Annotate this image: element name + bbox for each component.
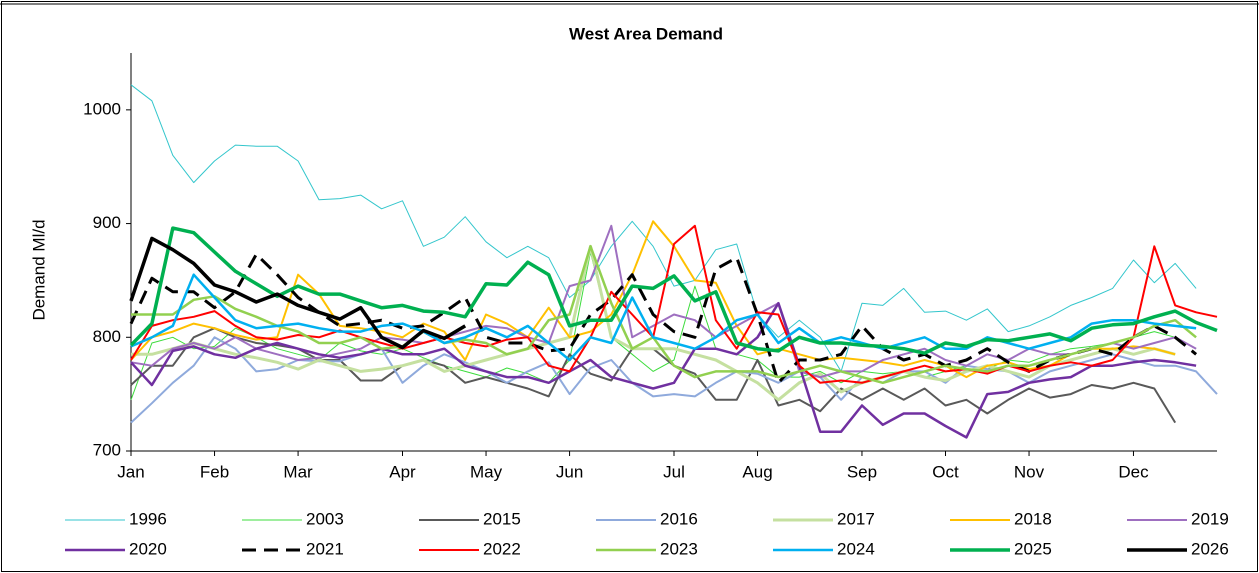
y-tick-label: 700 xyxy=(93,440,121,459)
legend-label: 2021 xyxy=(306,539,344,558)
chart-title: West Area Demand xyxy=(569,24,723,43)
x-tick-label: Oct xyxy=(932,462,959,481)
legend-label: 2025 xyxy=(1014,539,1052,558)
y-tick-label: 800 xyxy=(93,327,121,346)
legend-label: 2020 xyxy=(129,539,167,558)
x-tick-label: Jan xyxy=(117,462,144,481)
series-line xyxy=(131,245,1197,385)
y-tick-label: 900 xyxy=(93,213,121,232)
x-tick-label: Dec xyxy=(1118,462,1149,481)
x-tick-label: May xyxy=(470,462,503,481)
legend-label: 2019 xyxy=(1191,509,1229,528)
series-line xyxy=(130,301,1197,439)
series-line xyxy=(130,224,1197,379)
x-tick-label: Jun xyxy=(556,462,583,481)
legend-label: 2022 xyxy=(483,539,521,558)
x-tick-label: Nov xyxy=(1014,462,1045,481)
series-line xyxy=(130,336,1218,424)
series-line xyxy=(131,244,1176,402)
legend-label: 2015 xyxy=(483,509,521,528)
legend-label: 2026 xyxy=(1191,539,1229,558)
series-line xyxy=(129,236,467,350)
y-axis-label: Demand Ml/d xyxy=(29,219,48,320)
x-tick-label: Mar xyxy=(283,462,313,481)
series-line xyxy=(130,224,1218,384)
series-line xyxy=(130,220,1176,379)
x-tick-label: Apr xyxy=(389,462,416,481)
x-tick-label: Aug xyxy=(742,462,772,481)
legend-label: 2018 xyxy=(1014,509,1052,528)
legend-label: 2023 xyxy=(660,539,698,558)
legend-label: 1996 xyxy=(129,509,167,528)
legend-label: 2003 xyxy=(306,509,344,528)
legend-label: 2017 xyxy=(837,509,875,528)
series-line xyxy=(130,273,1197,362)
series-line xyxy=(129,226,1218,355)
series-line xyxy=(130,251,1197,400)
y-tick-label: 1000 xyxy=(83,99,121,118)
x-tick-label: Jul xyxy=(663,462,685,481)
legend-label: 2016 xyxy=(660,509,698,528)
x-tick-label: Feb xyxy=(200,462,229,481)
legend-label: 2024 xyxy=(837,539,875,558)
series-line xyxy=(130,84,1197,372)
x-tick-label: Sep xyxy=(847,462,877,481)
